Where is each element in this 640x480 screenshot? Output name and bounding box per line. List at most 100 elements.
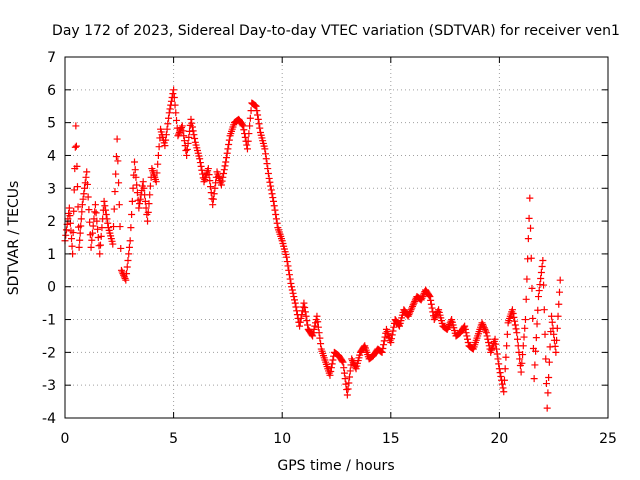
data-point-interp [172,116,180,124]
data-point-interp [110,205,118,213]
data-point-interp [102,211,110,219]
data-point-interp [211,184,219,192]
data-point-interp [548,318,556,326]
data-point-interp [286,275,294,283]
data-point-interp [74,203,82,211]
data-point-interp [244,137,252,145]
data-point-interp [76,236,84,244]
data-point-interp [427,296,435,304]
data-point-interp [537,269,545,277]
data-point-interp [223,149,231,157]
data-point [78,201,86,209]
data-point-interp [532,334,540,342]
data-point [87,243,95,251]
data-point [517,368,525,376]
data-point-interp [514,335,521,343]
data-point-interp [545,358,553,366]
data-point-interp [462,329,470,337]
data-point-interp [78,208,86,216]
data-point-interp [266,178,274,186]
data-point-interp [555,300,563,308]
data-point-interp [493,345,501,353]
data-point-interp [496,369,504,377]
data-point-interp [291,296,299,304]
data-point-interp [89,229,97,237]
data-point [183,151,191,159]
data-point-interp [304,321,312,329]
data-point-interp [495,360,503,368]
data-point-interp [522,295,530,303]
plot-frame [64,56,609,419]
data-point-interp [511,321,519,329]
data-point-interp [502,353,510,361]
data-point-interp [196,159,204,167]
data-point-interp [118,268,126,276]
data-point-interp [220,170,228,178]
data-point-interp [316,334,324,342]
data-point [548,312,556,320]
y-tick-label: 0 [47,280,56,296]
data-point-interp [538,262,546,270]
data-point-interp [310,325,318,333]
data-point [252,102,260,110]
chart-title: Day 172 of 2023, Sidereal Day-to-day VTE… [52,23,620,39]
data-point-interp [527,224,535,232]
data-point-interp [492,340,500,348]
data-point-interp [86,218,94,226]
data-point [426,293,434,301]
data-point-interp [129,184,137,192]
data-point [287,279,295,287]
data-point-interp [510,313,518,321]
data-point-interp [479,322,487,330]
data-point-interp [410,299,418,307]
data-point-interp [341,375,349,383]
data-point-interp [91,208,99,216]
data-point [165,109,173,117]
data-point-interp [525,214,533,222]
data-point-interp [112,170,120,178]
data-point-interp [102,206,110,214]
data-point-interp [123,263,131,271]
x-tick-label: 15 [382,431,400,447]
data-point-interp [209,195,217,203]
data-point-interp [144,208,152,216]
data-point-interp [484,335,492,343]
data-point-interp [77,222,85,230]
data-point [513,329,521,337]
y-tick-label: -4 [42,411,56,427]
data-point-interp [136,200,144,208]
data-point-interp [298,311,306,319]
data-point-interp [246,122,254,130]
data-point-interp [503,330,511,338]
data-point-interp [540,306,548,314]
data-point-interp [269,194,277,202]
data-point-interp [125,250,133,258]
data-point [348,355,356,363]
data-point-interp [72,142,80,150]
data-point [196,155,204,163]
data-point-interp [101,202,109,210]
data-point-interp [133,181,141,189]
x-tick-label: 0 [61,431,70,447]
data-point-interp [89,222,97,230]
data-point-interp [296,318,304,326]
data-point-interp [532,347,540,355]
data-point-interp [528,284,536,292]
data-point-interp [432,312,440,320]
data-point-interp [83,180,91,188]
data-point-interp [268,190,276,198]
data-point-interp [155,143,163,151]
data-point-interp [141,197,149,205]
data-point-interp [519,351,527,359]
data-point-interp [206,177,214,185]
data-point-interp [264,165,272,173]
data-point-interp [521,324,529,332]
data-point-interp [68,235,76,243]
data-point-interp [425,291,433,299]
data-point-interp [542,355,550,363]
data-point-interp [182,147,190,155]
data-point-interp [256,124,264,132]
data-point-interp [390,323,398,331]
data-point [309,332,317,340]
